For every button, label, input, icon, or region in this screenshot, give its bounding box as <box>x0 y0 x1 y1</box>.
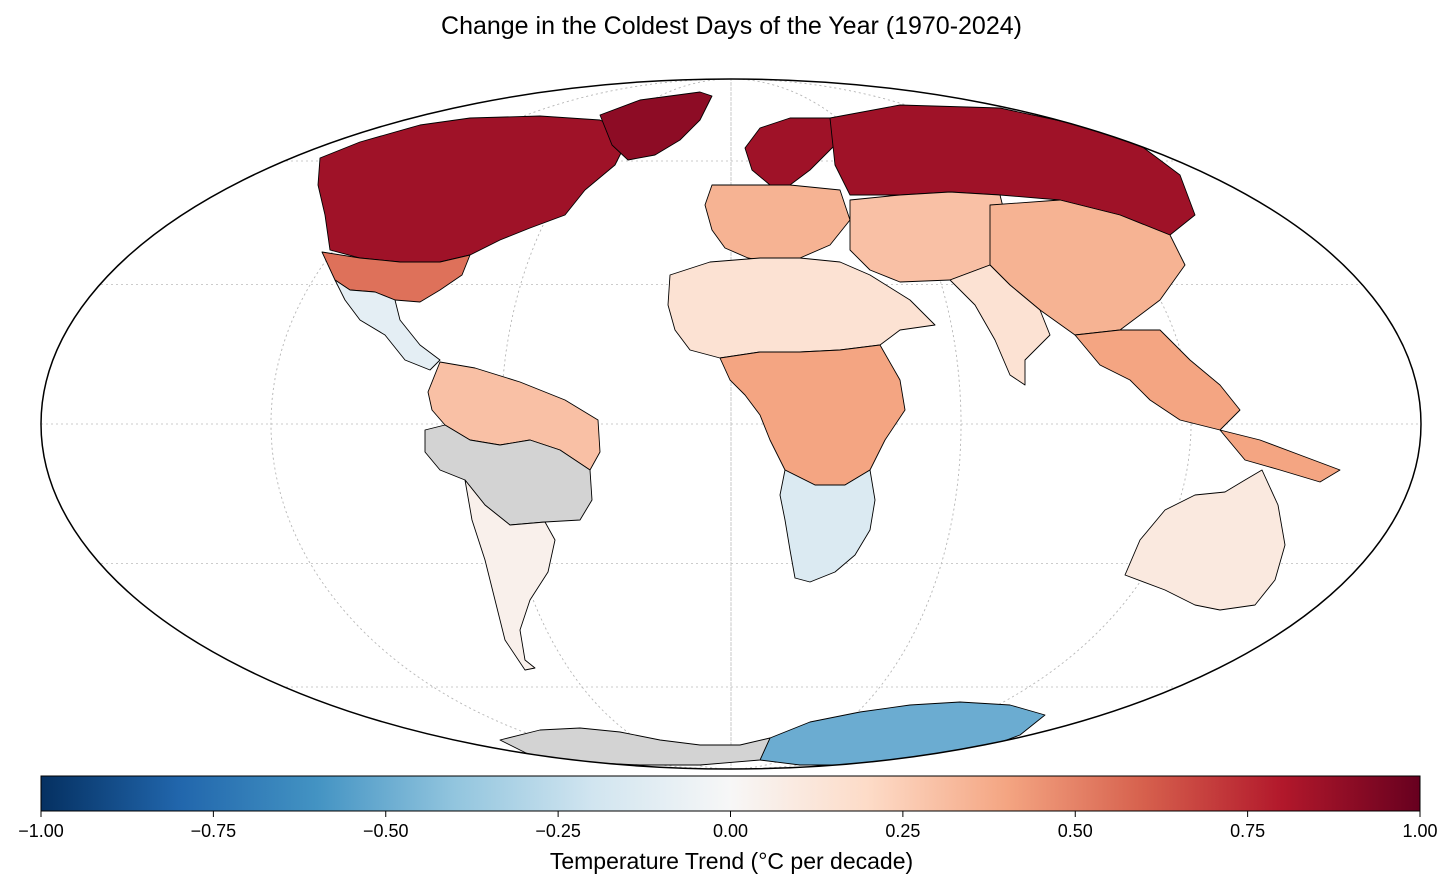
chart-title: Change in the Coldest Days of the Year (… <box>441 12 1022 40</box>
globe-outline <box>40 78 1422 770</box>
region-south-asia <box>949 264 1051 386</box>
region-amazon-no-data <box>424 424 593 526</box>
region-canada-arctic-north-america <box>317 115 631 263</box>
globe <box>40 78 1422 770</box>
region-australia <box>1124 469 1286 611</box>
region-mexico <box>334 279 441 371</box>
region-southern-south-america <box>464 479 556 671</box>
region-scandinavia-northern-europe <box>744 117 836 186</box>
graticule-meridian <box>270 79 1192 769</box>
region-northern-africa <box>667 257 936 359</box>
region-southern-africa <box>779 469 876 583</box>
region-southeast-asia <box>1074 329 1241 431</box>
region-greenland <box>599 91 713 161</box>
colorbar-label: Temperature Trend (°C per decade) <box>549 848 914 874</box>
region-southeast-asia <box>1219 429 1341 483</box>
